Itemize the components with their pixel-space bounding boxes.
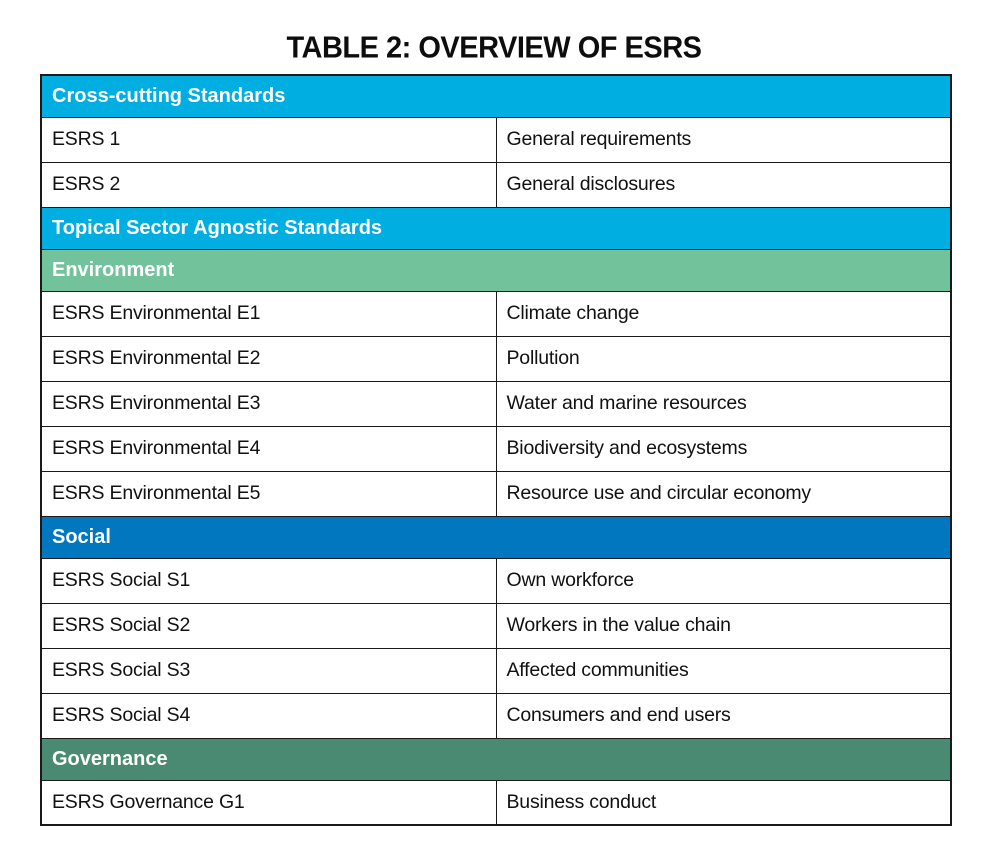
standard-code-cell: ESRS 1 (40, 116, 497, 163)
standard-code-cell: ESRS Environmental E5 (40, 470, 497, 517)
standard-topic-cell: Pollution (495, 335, 952, 382)
standard-topic-cell: Biodiversity and ecosystems (495, 425, 952, 472)
table-row: ESRS Environmental E2 Pollution (40, 335, 952, 382)
table-row: ESRS Social S1 Own workforce (40, 557, 952, 604)
standard-code-cell: ESRS Social S3 (40, 647, 497, 694)
esrs-overview-table: Cross-cutting Standards ESRS 1 General r… (40, 74, 952, 826)
section-header-topical: Topical Sector Agnostic Standards (40, 206, 952, 250)
table-row: ESRS Governance G1 Business conduct (40, 779, 952, 826)
page-title: TABLE 2: OVERVIEW OF ESRS (286, 31, 702, 66)
standard-topic-cell: Business conduct (495, 779, 952, 826)
standard-topic-cell: General requirements (495, 116, 952, 163)
standard-topic-cell: Resource use and circular economy (495, 470, 952, 517)
table-row: ESRS Social S2 Workers in the value chai… (40, 602, 952, 649)
standard-code-cell: ESRS Governance G1 (40, 779, 497, 826)
section-header-row: Social (40, 515, 952, 559)
table-row: ESRS 1 General requirements (40, 116, 952, 163)
section-header-row: Cross-cutting Standards (40, 74, 952, 118)
table-row: ESRS Environmental E5 Resource use and c… (40, 470, 952, 517)
section-header-cross-cutting: Cross-cutting Standards (40, 74, 952, 118)
standard-code-cell: ESRS Environmental E1 (40, 290, 497, 337)
standard-topic-cell: Affected communities (495, 647, 952, 694)
section-header-environment: Environment (40, 248, 952, 292)
section-header-social: Social (40, 515, 952, 559)
table-row: ESRS Social S4 Consumers and end users (40, 692, 952, 739)
standard-code-cell: ESRS 2 (40, 161, 497, 208)
standard-topic-cell: Water and marine resources (495, 380, 952, 427)
table-row: ESRS Environmental E4 Biodiversity and e… (40, 425, 952, 472)
standard-code-cell: ESRS Environmental E2 (40, 335, 497, 382)
standard-topic-cell: Workers in the value chain (495, 602, 952, 649)
section-header-row: Topical Sector Agnostic Standards (40, 206, 952, 250)
section-header-row: Environment (40, 248, 952, 292)
section-header-governance: Governance (40, 737, 952, 781)
standard-topic-cell: General disclosures (495, 161, 952, 208)
standard-code-cell: ESRS Social S2 (40, 602, 497, 649)
standard-topic-cell: Own workforce (495, 557, 952, 604)
section-header-row: Governance (40, 737, 952, 781)
standard-code-cell: ESRS Social S4 (40, 692, 497, 739)
standard-code-cell: ESRS Social S1 (40, 557, 497, 604)
table-row: ESRS Environmental E3 Water and marine r… (40, 380, 952, 427)
table-row: ESRS Environmental E1 Climate change (40, 290, 952, 337)
standard-topic-cell: Consumers and end users (495, 692, 952, 739)
standard-code-cell: ESRS Environmental E3 (40, 380, 497, 427)
standard-code-cell: ESRS Environmental E4 (40, 425, 497, 472)
table-row: ESRS 2 General disclosures (40, 161, 952, 208)
standard-topic-cell: Climate change (495, 290, 952, 337)
table-row: ESRS Social S3 Affected communities (40, 647, 952, 694)
